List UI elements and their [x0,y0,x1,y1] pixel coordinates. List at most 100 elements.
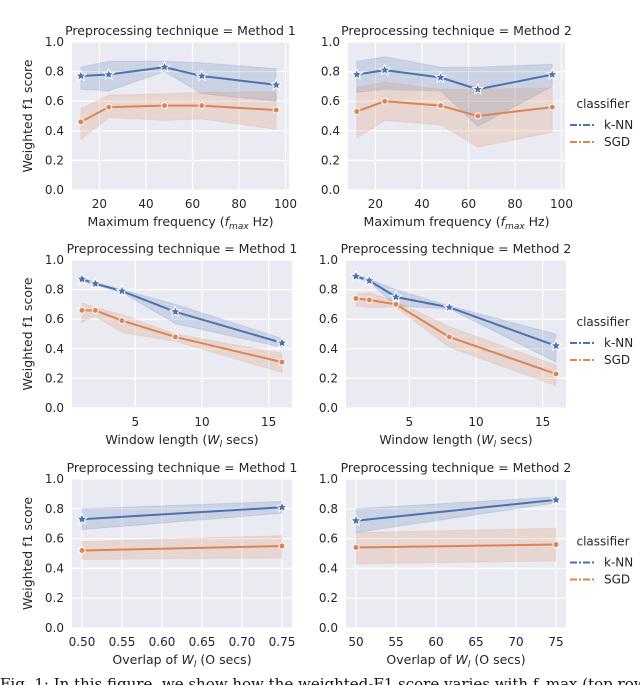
x-tick-label: 80 [231,197,246,211]
data-point-circle [392,300,400,308]
x-tick-label: 60 [461,197,476,211]
y-tick-label: 0.2 [45,591,64,605]
y-tick-label: 0.4 [319,561,338,575]
data-point-star [362,273,376,287]
legend: classifier k-NN SGD [570,97,633,149]
data-point-circle [77,118,85,126]
y-axis-label: Weighted f1 score [20,277,35,390]
y-axis-label: Weighted f1 score [20,59,35,172]
data-point-circle [552,370,560,378]
confidence-band-k-nn [356,56,553,127]
x-tick-label: 55 [388,635,403,649]
data-point-circle [278,358,286,366]
x-axis-label: Overlap of Wl (O secs) [112,652,251,670]
legend-label: k-NN [604,118,633,132]
y-tick-label: 1.0 [45,253,64,267]
y-tick-label: 0.8 [45,502,64,516]
confidence-band-sgd [80,91,277,141]
y-tick-label: 0.0 [319,621,338,635]
data-point-star [275,336,289,349]
x-axis-label: Window length (Wl secs) [105,432,258,450]
legend-label: SGD [604,353,630,367]
y-tick-label: 0.6 [45,94,64,108]
data-point-star [275,500,289,513]
data-point-circle [198,102,206,110]
y-tick-label: 0.4 [319,342,338,356]
y-tick-label: 0.4 [45,342,64,356]
x-tick-label: 80 [507,197,522,211]
series-line-sgd [81,545,283,552]
data-point-circle [118,317,126,325]
y-tick-label: 1.0 [45,472,64,486]
x-tick-label: 75 [548,635,563,649]
data-point-circle [353,108,361,116]
y-axis-label: Weighted f1 score [20,497,35,610]
data-point-circle [105,103,113,111]
data-point-star [549,339,563,352]
series-line-sgd [355,543,557,549]
panel-title: Preprocessing technique = Method 2 [341,241,572,256]
data-point-star [349,513,363,527]
data-point-circle [365,296,373,304]
y-tick-label: 0.6 [45,532,64,546]
y-tick-label: 1.0 [319,253,338,267]
figure-caption: Fig. 1: In this figure, we show how the … [0,675,640,685]
data-point-circle [352,544,360,552]
x-tick-label: 5 [132,415,140,429]
data-point-star [168,304,182,318]
y-tick-label: 0.8 [45,65,64,79]
y-tick-label: 0.2 [319,371,338,385]
data-point-star [434,70,448,84]
data-point-star [74,69,88,82]
legend: classifier k-NN SGD [570,315,633,367]
facet-panel: 0.0 0.2 0.4 0.6 0.8 1.0 5 10 15 Preprocessing tec… [319,241,571,450]
x-tick-label: 20 [368,197,383,211]
panel-title: Preprocessing technique = Method 1 [67,241,298,256]
x-tick-label: 40 [414,197,429,211]
data-point-star [549,493,563,506]
y-tick-label: 0.8 [319,502,338,516]
y-tick-label: 0.0 [45,401,64,415]
y-tick-label: 0.2 [45,371,64,385]
x-tick-label: 0.50 [69,635,96,649]
x-tick-label: 100 [274,197,297,211]
data-point-circle [437,102,445,110]
y-tick-label: 0.6 [321,94,340,108]
x-axis-label: Maximum frequency (fmax Hz) [88,214,274,232]
data-point-star [75,272,89,285]
x-axis-label: Maximum frequency (fmax Hz) [364,214,550,232]
y-tick-label: 0.2 [45,153,64,167]
panel-title: Preprocessing technique = Method 1 [67,460,298,475]
confidence-band-k-nn [81,500,283,531]
x-tick-label: 15 [535,415,550,429]
x-axis-label: Window length (Wl secs) [379,432,532,450]
data-point-circle [78,306,86,314]
y-tick-label: 0.8 [45,283,64,297]
data-point-star [269,78,283,91]
data-point-circle [78,547,86,555]
data-point-circle [445,333,453,341]
panel-title: Preprocessing technique = Method 2 [341,460,572,475]
data-point-circle [91,306,99,314]
legend-label: k-NN [604,336,633,350]
legend-title: classifier [577,97,630,111]
y-tick-label: 0.4 [321,124,340,138]
x-tick-label: 50 [348,635,363,649]
data-point-star [88,276,102,290]
y-tick-label: 0.2 [321,153,340,167]
data-point-circle [278,542,286,550]
series-line-k-nn [81,506,283,521]
panel-title: Preprocessing technique = Method 1 [65,23,296,38]
data-point-circle [548,103,556,111]
plot-background [72,260,292,408]
y-tick-label: 0.6 [319,532,338,546]
data-point-star [545,67,559,81]
data-point-star [389,290,403,303]
data-point-star [349,269,363,282]
x-tick-label: 65 [468,635,483,649]
legend-label: SGD [604,573,630,587]
data-point-star [471,82,485,95]
panel-title: Preprocessing technique = Method 2 [341,23,572,38]
data-point-circle [171,333,179,341]
x-tick-label: 15 [261,415,276,429]
